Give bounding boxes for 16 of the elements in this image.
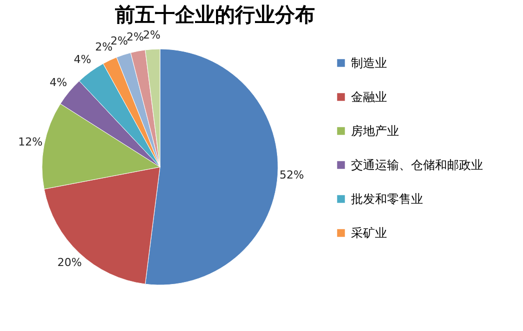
legend-label: 制造业 xyxy=(351,56,387,70)
data-label: 4% xyxy=(50,76,68,89)
data-label: 2% xyxy=(95,40,113,54)
data-label: 2% xyxy=(126,30,144,44)
legend-label: 采矿业 xyxy=(351,226,387,240)
legend-label: 交通运输、仓储和邮政业 xyxy=(351,158,483,172)
legend-label: 房地产业 xyxy=(351,124,399,138)
data-label: 2% xyxy=(142,28,160,42)
data-label: 20% xyxy=(57,256,82,270)
data-label: 2% xyxy=(110,34,128,48)
data-label: 4% xyxy=(74,53,92,66)
data-label: 12% xyxy=(18,135,43,148)
legend-label: 批发和零售业 xyxy=(351,192,423,206)
legend-label: 金融业 xyxy=(351,90,387,104)
chart-title: 前五十企业的行业分布 xyxy=(114,2,315,26)
data-label: 52% xyxy=(280,168,304,182)
